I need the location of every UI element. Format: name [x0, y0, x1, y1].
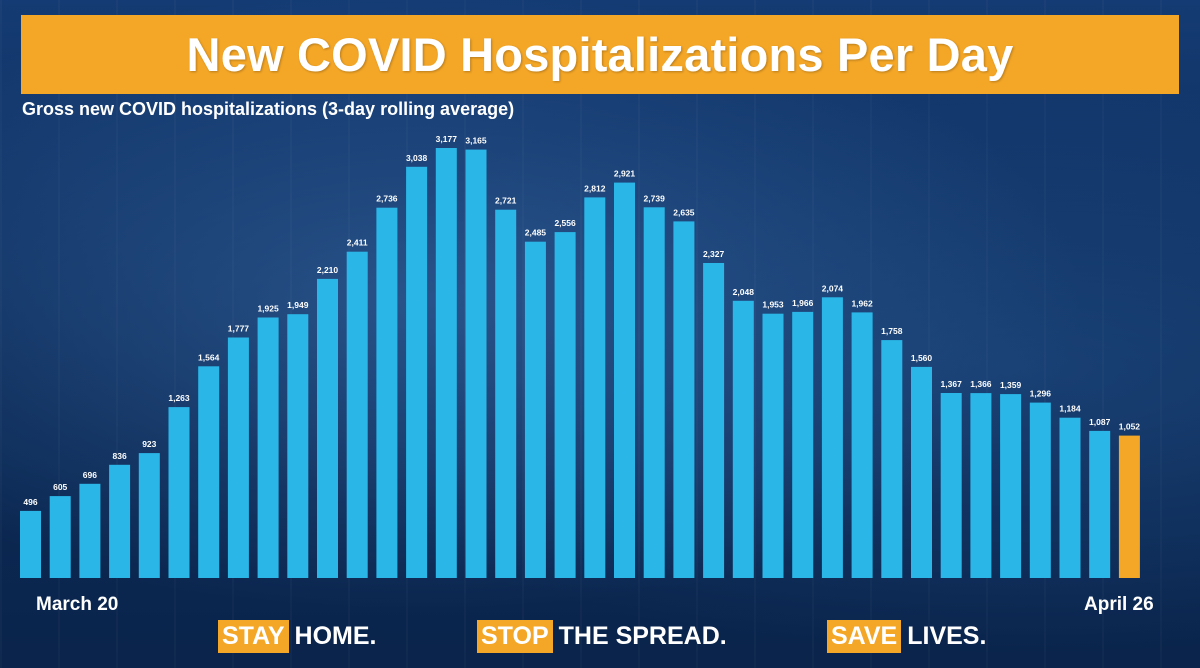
- bar-value-label: 3,177: [436, 134, 458, 144]
- footer-highlight: STOP: [477, 619, 553, 653]
- bar-value-label: 1,777: [228, 324, 250, 334]
- bar-value-label: 2,048: [733, 287, 755, 297]
- bar: [287, 314, 309, 578]
- bar-value-label: 3,038: [406, 153, 428, 163]
- bar: [138, 453, 160, 578]
- bar-value-label: 605: [53, 482, 67, 492]
- bar: [673, 221, 695, 578]
- bar-value-label: 2,411: [347, 238, 368, 248]
- bar-value-label: 2,074: [822, 283, 844, 293]
- bar: [1029, 402, 1051, 578]
- bar: [1000, 394, 1022, 578]
- bar: [1118, 435, 1140, 578]
- bar: [227, 337, 249, 578]
- bar-value-label: 1,925: [257, 304, 279, 314]
- bar: [79, 483, 101, 578]
- bar-value-label: 3,165: [465, 136, 487, 146]
- bar-value-label: 2,812: [584, 183, 606, 193]
- bar-value-label: 1,367: [941, 379, 963, 389]
- bar-value-label: 696: [83, 470, 97, 480]
- bar-value-label: 1,949: [287, 300, 309, 310]
- bar-value-label: 923: [142, 439, 156, 449]
- bar: [257, 317, 279, 578]
- bar: [851, 312, 873, 578]
- footer-highlight: SAVE: [827, 619, 902, 653]
- bar: [346, 251, 368, 578]
- chart-title: New COVID Hospitalizations Per Day: [186, 28, 1014, 81]
- bar-value-label: 1,052: [1119, 422, 1141, 432]
- bar: [317, 278, 338, 578]
- bar: [495, 209, 517, 578]
- bar: [554, 232, 576, 578]
- footer-text: HOME.: [294, 621, 377, 650]
- bar: [970, 393, 992, 578]
- bar: [911, 366, 932, 578]
- footer-text: LIVES.: [907, 621, 987, 650]
- bar: [465, 149, 487, 578]
- x-start-label: March 20: [36, 594, 119, 615]
- footer-highlight: STAY: [218, 619, 289, 653]
- bar-value-label: 1,966: [792, 298, 814, 308]
- bar: [703, 263, 725, 578]
- bar: [20, 510, 41, 578]
- bar-value-label: 1,560: [911, 353, 933, 363]
- bar-value-label: 1,296: [1030, 389, 1052, 399]
- bar-value-label: 2,921: [614, 169, 636, 179]
- bar: [881, 340, 903, 578]
- bar: [524, 241, 546, 578]
- footer-stay-home: STAY HOME.: [218, 618, 376, 654]
- bar: [376, 207, 398, 578]
- bar-value-label: 2,721: [495, 196, 517, 206]
- bar-value-label: 1,758: [881, 326, 903, 336]
- bar: [1059, 417, 1081, 578]
- footer-save-lives: SAVE LIVES.: [827, 618, 986, 654]
- bar-value-label: 2,485: [525, 228, 547, 238]
- footer-stop-spread: STOP THE SPREAD.: [477, 618, 727, 654]
- bar: [406, 166, 428, 579]
- bar: [762, 313, 784, 578]
- bar-value-label: 2,556: [554, 218, 576, 228]
- bar-value-label: 836: [113, 451, 127, 461]
- bar-value-label: 2,736: [376, 194, 398, 204]
- bar: [614, 182, 635, 578]
- bar-value-label: 1,962: [851, 298, 873, 308]
- bar: [1089, 430, 1111, 578]
- bar-value-label: 1,087: [1089, 417, 1111, 427]
- bar: [435, 148, 457, 578]
- footer-text: THE SPREAD.: [558, 621, 727, 650]
- bar: [940, 393, 962, 578]
- x-end-label: April 26: [1084, 594, 1154, 615]
- chart-subtitle: Gross new COVID hospitalizations (3-day …: [22, 99, 515, 119]
- bar-value-label: 2,210: [317, 265, 339, 275]
- bar-value-label: 1,366: [970, 379, 992, 389]
- bar-value-label: 1,953: [762, 300, 784, 310]
- bar-value-label: 496: [23, 497, 37, 507]
- bar: [168, 407, 190, 578]
- bar: [198, 366, 220, 578]
- bar: [109, 464, 131, 578]
- bar: [732, 300, 754, 578]
- bar: [584, 197, 606, 578]
- bar-value-label: 1,184: [1059, 404, 1081, 414]
- bar-value-label: 2,635: [673, 207, 695, 217]
- bar-value-label: 1,263: [168, 393, 190, 403]
- bar-value-label: 1,359: [1000, 380, 1022, 390]
- title-banner: New COVID Hospitalizations Per Day: [21, 15, 1179, 94]
- bar: [643, 207, 665, 579]
- bar-value-label: 2,327: [703, 249, 725, 259]
- bar-value-label: 1,564: [198, 352, 220, 362]
- bar-value-label: 2,739: [644, 193, 666, 203]
- bar: [49, 496, 71, 578]
- bar: [792, 311, 814, 578]
- bar: [821, 297, 843, 578]
